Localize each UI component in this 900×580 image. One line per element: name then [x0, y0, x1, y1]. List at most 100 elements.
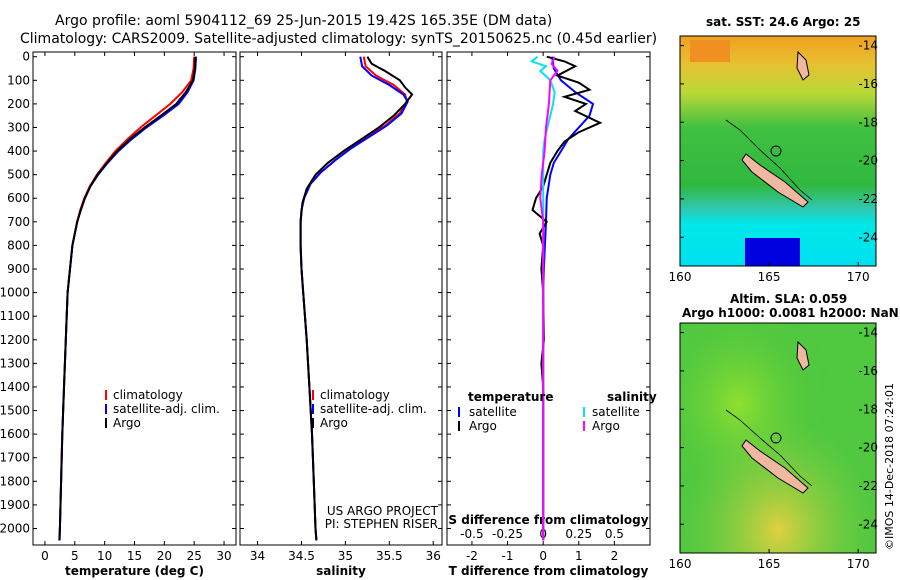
x-tick-label: 10: [97, 549, 112, 563]
legend-item: Argo: [469, 419, 497, 433]
sst-map-axes: 160 165 170 -14 -16 -18 -20 -22 -24: [669, 39, 878, 284]
legend-swatch: [312, 404, 314, 414]
depth-tick-label: 400: [7, 144, 30, 158]
map-y-tick-label: -14: [858, 39, 878, 53]
new-caledonia-island: [741, 153, 809, 208]
depth-tick-label: 600: [7, 191, 30, 205]
s-axis-label: S difference from climatology: [448, 513, 648, 527]
imos-stamp: ©IMOS 14-Dec-2018 07:24:01: [883, 383, 896, 550]
map-x-tick-label: 165: [758, 270, 781, 284]
x-tick-label: 25: [187, 549, 202, 563]
x-tick-label: 2: [611, 549, 619, 563]
legend-swatch: [312, 390, 314, 400]
x-tick-label: 34: [250, 549, 265, 563]
s-tick-label: 0.5: [605, 527, 624, 541]
legend-item: satellite-adj. clim.: [320, 402, 427, 416]
depth-tick-label: 1200: [0, 333, 30, 347]
legend-swatch: [458, 407, 460, 417]
depth-tick-label: 500: [7, 168, 30, 182]
depth-tick-label: 1900: [0, 498, 30, 512]
reef-outline: [725, 119, 813, 201]
depth-tick-label: 1100: [0, 309, 30, 323]
title-line-2: Climatology: CARS2009. Satellite-adjuste…: [20, 31, 657, 47]
x-tick-label: 0: [41, 549, 49, 563]
reef-outline: [725, 409, 813, 487]
depth-tick-label: 1800: [0, 474, 30, 488]
map-x-tick-label: 165: [758, 557, 781, 571]
depth-tick-label: 300: [7, 120, 30, 134]
map-y-tick-label: -22: [858, 479, 878, 493]
map-y-tick-label: -18: [858, 115, 878, 129]
map-x-tick-label: 170: [847, 270, 870, 284]
legend-title: temperature: [468, 390, 553, 404]
sla-map: Altim. SLA: 0.059 Argo h1000: 0.0081 h20…: [669, 292, 899, 571]
series-line-argo: [58, 56, 197, 541]
depth-tick-label: 1300: [0, 356, 30, 370]
depth-tick-label: 900: [7, 262, 30, 276]
credit-text: US ARGO PROJECT: [327, 504, 439, 518]
plot-frame: [239, 51, 443, 546]
series-line-t-satellite: [542, 56, 595, 541]
map-y-tick-label: -20: [858, 154, 878, 168]
sst-cold-patch: [745, 238, 800, 266]
series-line-argo: [299, 56, 414, 541]
difference-panel: -2 -1 0 1 2T difference from climatology -0.5…: [446, 51, 657, 578]
x-tick-label: 15: [127, 549, 142, 563]
x-tick-label: 35.5: [376, 549, 403, 563]
legend-item: Argo: [113, 416, 141, 430]
vanuatu-island: [796, 50, 810, 81]
plot-frame: [446, 51, 651, 546]
legend-swatch: [105, 390, 107, 400]
map-y-tick-label: -24: [858, 230, 878, 244]
x-tick-label: 35: [338, 549, 353, 563]
x-tick-label: 1: [575, 549, 583, 563]
map-y-tick-label: -22: [858, 192, 878, 206]
map-y-tick-label: -18: [858, 402, 878, 416]
x-tick-label: 0: [539, 549, 547, 563]
depth-tick-label: 1000: [0, 286, 30, 300]
map-y-tick-label: -16: [858, 364, 878, 378]
depth-tick-label: 1700: [0, 451, 30, 465]
x-tick-label: 30: [216, 549, 231, 563]
sla-high-region-south: [680, 323, 876, 553]
x-axis-label: T difference from climatology: [449, 564, 649, 578]
legend-item: climatology: [113, 388, 183, 402]
s-tick-label: 0.25: [565, 527, 592, 541]
map-y-tick-label: -20: [858, 441, 878, 455]
map-x-tick-label: 170: [847, 557, 870, 571]
sst-map: sat. SST: 24.6 Argo: 25 160 165 170 -14 -16 -…: [669, 15, 878, 284]
map-y-tick-label: -14: [858, 326, 878, 340]
depth-tick-label: 700: [7, 215, 30, 229]
legend-item: climatology: [320, 388, 390, 402]
map-y-tick-label: -16: [858, 77, 878, 91]
depth-tick-label: 100: [7, 73, 30, 87]
sla-map-title-2: Argo h1000: 0.0081 h2000: NaN: [682, 306, 899, 320]
depth-axis: 0 100 200 300 400 500 600 700 800 900 1000 1100 1200…: [0, 50, 30, 536]
new-caledonia-island: [741, 439, 809, 494]
depth-tick-label: 800: [7, 238, 30, 252]
x-axis-label: salinity: [316, 564, 366, 578]
title-line-1: Argo profile: aoml 5904112_69 25-Jun-201…: [55, 13, 552, 29]
x-tick-label: 5: [71, 549, 79, 563]
series-line-s-argo: [539, 56, 559, 541]
depth-tick-label: 2000: [0, 521, 30, 535]
x-tick-label: 34.5: [288, 549, 315, 563]
depth-tick-label: 1600: [0, 427, 30, 441]
sst-field: [680, 36, 876, 266]
credit-text: PI: STEPHEN RISER: [325, 517, 438, 531]
map-x-tick-label: 160: [669, 270, 692, 284]
sla-map-frame: [679, 322, 877, 554]
legend-item: satellite-adj. clim.: [113, 402, 220, 416]
sla-map-title-1: Altim. SLA: 0.059: [730, 292, 847, 306]
depth-tick-label: 1500: [0, 404, 30, 418]
legend-item: Argo: [592, 419, 620, 433]
depth-tick-label: 1400: [0, 380, 30, 394]
plot-frame: [32, 51, 237, 546]
legend-swatch: [458, 421, 460, 431]
temperature-panel: 0 5 10 15 20 25 30 temperature (deg C) climatolo…: [32, 51, 237, 578]
legend-title: salinity: [607, 390, 657, 404]
map-y-tick-label: -24: [858, 517, 878, 531]
depth-tick-label: 0: [22, 50, 30, 64]
legend-swatch: [583, 421, 585, 431]
sla-map-axes: 160 165 170 -14 -16 -18 -20 -22 -24: [669, 326, 878, 571]
